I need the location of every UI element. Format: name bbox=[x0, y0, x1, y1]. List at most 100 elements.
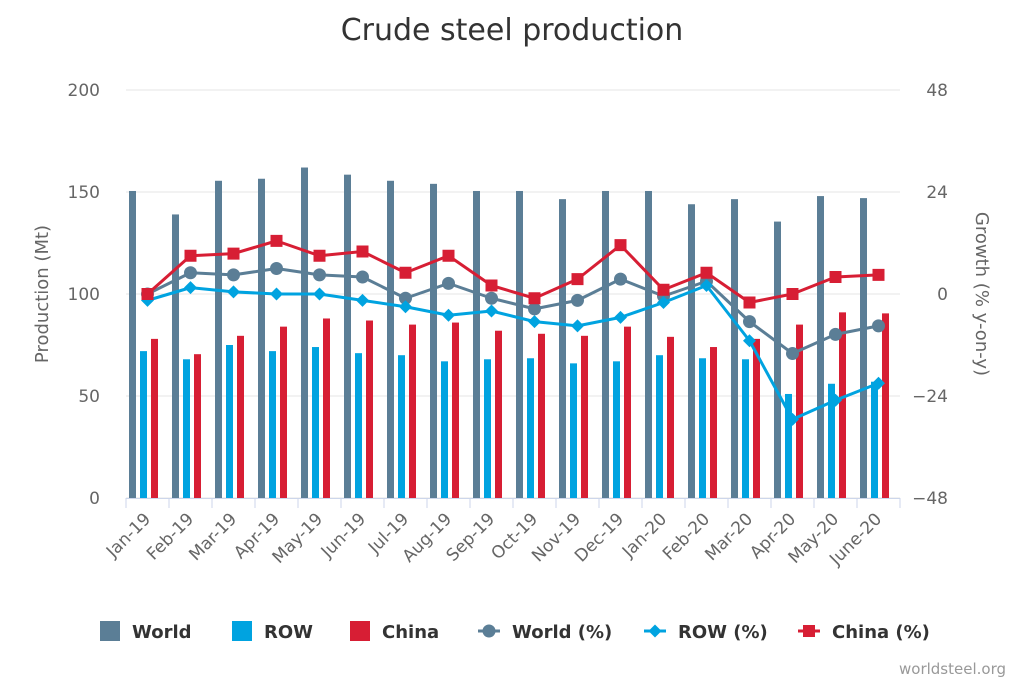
y-axis-right-label: Growth (% y-on-y) bbox=[971, 212, 992, 376]
point bbox=[356, 245, 369, 258]
point bbox=[270, 234, 283, 247]
y-axis-right: −48 −24 0 24 48 bbox=[912, 81, 948, 509]
point bbox=[184, 266, 197, 280]
chart-title: Crude steel production bbox=[341, 13, 684, 48]
point bbox=[399, 300, 412, 314]
point bbox=[399, 266, 412, 279]
bar bbox=[269, 351, 276, 498]
bar bbox=[527, 358, 534, 498]
bar-series-china bbox=[151, 312, 889, 498]
bar-series-world bbox=[129, 167, 867, 499]
bar bbox=[656, 355, 663, 498]
point bbox=[872, 268, 885, 281]
legend-swatch bbox=[100, 621, 120, 641]
legend-label: World bbox=[132, 622, 192, 643]
y-tick-label-left: 200 bbox=[68, 81, 100, 101]
y-tick-label-left: 100 bbox=[68, 285, 100, 305]
legend-swatch bbox=[232, 621, 252, 641]
bar bbox=[366, 320, 373, 498]
bar bbox=[624, 326, 631, 498]
bar bbox=[774, 221, 781, 498]
bar bbox=[538, 333, 545, 498]
point bbox=[700, 279, 713, 292]
y-tick-label-right: 24 bbox=[926, 183, 948, 203]
point bbox=[648, 624, 662, 638]
point bbox=[485, 291, 498, 305]
bar bbox=[645, 190, 652, 499]
bar bbox=[796, 324, 803, 498]
legend: World ROW China World (%) ROW (%) China (%) bbox=[100, 621, 930, 643]
bar bbox=[559, 199, 566, 498]
point bbox=[227, 247, 240, 260]
y-tick-label-left: 50 bbox=[78, 387, 100, 407]
series-line bbox=[146, 239, 879, 304]
point bbox=[528, 302, 541, 316]
point bbox=[657, 283, 670, 296]
point bbox=[485, 279, 498, 292]
line-series-china-pct bbox=[141, 234, 885, 309]
line-series bbox=[141, 234, 885, 426]
point bbox=[614, 310, 627, 324]
legend-item: China bbox=[350, 621, 439, 643]
bar bbox=[129, 190, 136, 499]
bar bbox=[430, 183, 437, 498]
point bbox=[786, 288, 799, 300]
legend-label: China (%) bbox=[832, 622, 930, 643]
x-axis: Jan-19Feb-19Mar-19Apr-19May-19Jun-19Jul-… bbox=[102, 498, 901, 570]
bar bbox=[688, 204, 695, 499]
point bbox=[270, 262, 283, 275]
point bbox=[184, 249, 197, 262]
y-tick-label-left: 150 bbox=[68, 183, 100, 203]
bar bbox=[280, 326, 287, 498]
point bbox=[485, 304, 498, 318]
bar bbox=[516, 190, 523, 499]
point bbox=[184, 281, 197, 295]
point bbox=[442, 308, 455, 322]
point bbox=[829, 393, 842, 407]
legend-swatch bbox=[350, 621, 370, 641]
bar bbox=[452, 322, 459, 498]
legend-item: World (%) bbox=[478, 622, 612, 643]
bar-series bbox=[129, 167, 889, 499]
y-tick-label-right: 0 bbox=[937, 285, 948, 305]
point bbox=[829, 327, 842, 341]
bar bbox=[828, 383, 835, 498]
point bbox=[482, 624, 496, 638]
point bbox=[803, 625, 815, 637]
credit-text[interactable]: worldsteel.org bbox=[899, 660, 1006, 678]
bar bbox=[785, 393, 792, 498]
bar bbox=[323, 318, 330, 498]
series-line bbox=[146, 267, 879, 355]
point bbox=[657, 296, 670, 309]
bar bbox=[495, 330, 502, 498]
point bbox=[571, 293, 584, 307]
x-tick-label: Mar-19 bbox=[185, 509, 241, 565]
legend-item: ROW bbox=[232, 621, 313, 643]
bar bbox=[699, 358, 706, 498]
bar bbox=[473, 190, 480, 499]
point bbox=[528, 292, 541, 305]
bar bbox=[882, 313, 889, 498]
bar bbox=[355, 353, 362, 498]
point bbox=[614, 239, 627, 252]
y-tick-label-right: 48 bbox=[926, 81, 948, 101]
bar bbox=[183, 359, 190, 498]
point bbox=[313, 287, 326, 301]
point bbox=[786, 347, 799, 360]
bar-series-row bbox=[140, 345, 878, 498]
bar bbox=[817, 196, 824, 498]
bar bbox=[860, 198, 867, 498]
x-tick-label: Sep-19 bbox=[443, 509, 499, 565]
y-tick-label-right: −48 bbox=[912, 489, 948, 509]
bar bbox=[742, 359, 749, 498]
bar bbox=[409, 324, 416, 498]
bar bbox=[570, 363, 577, 498]
bar bbox=[753, 338, 760, 498]
point bbox=[227, 268, 240, 282]
bar bbox=[602, 190, 609, 499]
point bbox=[442, 276, 455, 290]
bar bbox=[140, 351, 147, 498]
y-axis-left: 0 50 100 150 200 bbox=[68, 81, 100, 509]
legend-label: ROW (%) bbox=[678, 622, 768, 643]
legend-item: China (%) bbox=[798, 622, 930, 643]
